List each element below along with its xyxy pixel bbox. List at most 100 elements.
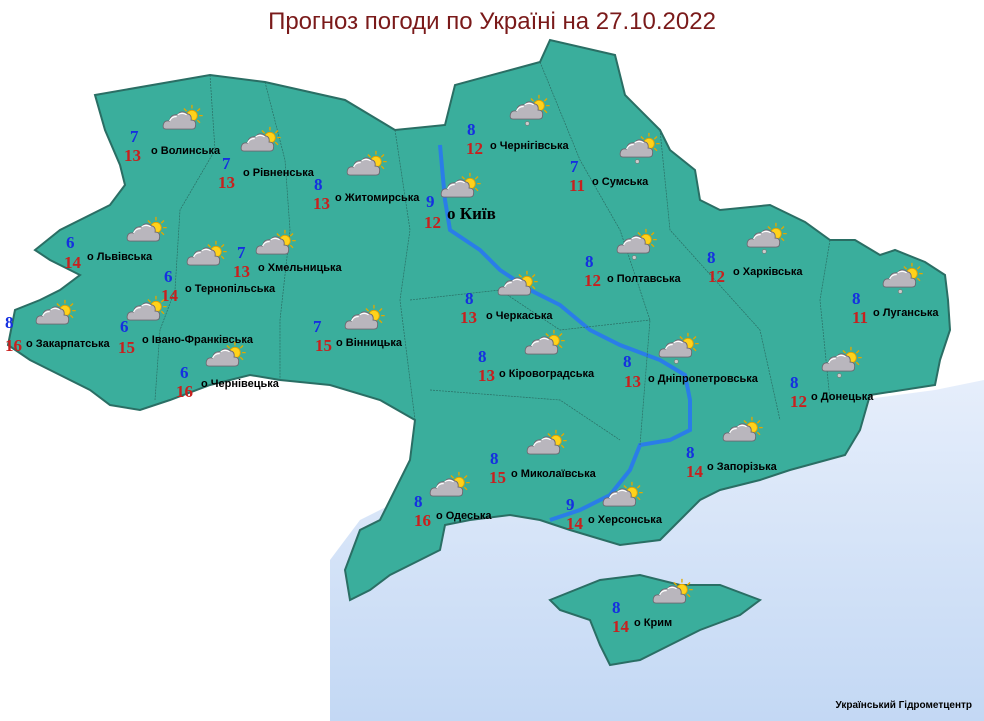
max-temperature: 16 <box>176 382 193 401</box>
region-label: о Тернопільська <box>185 283 276 295</box>
max-temperature: 12 <box>584 271 601 290</box>
region-label: о Київ <box>447 204 496 223</box>
cloud-sun-icon <box>240 126 282 152</box>
max-temperature: 14 <box>566 514 583 533</box>
min-temperature: 8 <box>465 289 474 308</box>
min-temperature: 7 <box>570 157 579 176</box>
region-label: о Волинська <box>151 145 221 157</box>
cloud-sun-icon <box>497 270 539 296</box>
region-label: о Миколаївська <box>511 468 596 480</box>
dnipro-river <box>438 144 692 522</box>
region-label: о Рівненська <box>243 167 314 179</box>
region-label: о Житомирська <box>335 192 420 204</box>
min-temperature: 8 <box>852 289 861 308</box>
max-temperature: 13 <box>460 308 477 327</box>
cloud-sun-icon <box>344 304 386 330</box>
cloud-sun-rain-icon <box>619 132 661 164</box>
max-temperature: 11 <box>852 308 869 327</box>
region-label: о Дніпропетровська <box>648 373 758 385</box>
region-label: о Полтавська <box>607 273 681 285</box>
min-temperature: 8 <box>467 120 476 139</box>
cloud-sun-icon <box>429 471 471 497</box>
region-label: о Вінницька <box>336 337 402 349</box>
cloud-sun-rain-icon <box>746 222 788 254</box>
sea <box>330 380 984 721</box>
min-temperature: 7 <box>313 317 322 336</box>
min-temperature: 9 <box>566 495 575 514</box>
cloud-sun-rain-icon <box>658 332 700 364</box>
min-temperature: 7 <box>130 127 139 146</box>
max-temperature: 12 <box>708 267 725 286</box>
max-temperature: 15 <box>489 468 506 487</box>
map-title: Прогноз погоди по Україні на 27.10.2022 <box>268 8 716 35</box>
max-temperature: 14 <box>612 617 629 636</box>
cloud-sun-icon <box>162 104 204 130</box>
min-temperature: 8 <box>686 443 695 462</box>
cloud-sun-icon <box>346 150 388 176</box>
min-temperature: 8 <box>623 352 632 371</box>
region-label: о Луганська <box>873 307 939 319</box>
min-temperature: 8 <box>414 492 423 511</box>
cloud-sun-rain-icon <box>616 228 658 260</box>
cloud-sun-icon <box>126 295 168 321</box>
cloud-sun-icon <box>722 416 764 442</box>
cloud-sun-rain-icon <box>509 94 551 126</box>
max-temperature: 12 <box>424 213 441 232</box>
min-temperature: 9 <box>426 192 435 211</box>
max-temperature: 16 <box>5 336 22 355</box>
min-temperature: 8 <box>707 248 716 267</box>
region-label: о Херсонська <box>588 514 662 526</box>
region-label: о Донецька <box>811 391 874 403</box>
max-temperature: 13 <box>313 194 330 213</box>
cloud-sun-icon <box>126 216 168 242</box>
source-credit: Український Гідрометцентр <box>835 700 972 711</box>
cloud-sun-icon <box>524 329 566 355</box>
cloud-sun-icon <box>652 578 694 604</box>
max-temperature: 14 <box>161 286 178 305</box>
region-label: о Кіровоградська <box>499 368 595 380</box>
region-label: о Одеська <box>436 510 492 522</box>
min-temperature: 8 <box>585 252 594 271</box>
max-temperature: 16 <box>414 511 431 530</box>
max-temperature: 13 <box>478 366 495 385</box>
cloud-sun-icon <box>602 481 644 507</box>
min-temperature: 6 <box>180 363 189 382</box>
region-label: о Крим <box>634 617 673 629</box>
region-label: о Запорізька <box>707 461 777 473</box>
max-temperature: 12 <box>466 139 483 158</box>
max-temperature: 12 <box>790 392 807 411</box>
max-temperature: 13 <box>124 146 141 165</box>
region-label: о Хмельницька <box>258 262 342 274</box>
cloud-sun-rain-icon <box>882 262 924 294</box>
region-label: о Черкаська <box>486 310 553 322</box>
region-label: о Закарпатська <box>26 338 110 350</box>
cloud-sun-icon <box>186 240 228 266</box>
max-temperature: 11 <box>569 176 586 195</box>
region-label: о Львівська <box>87 251 153 263</box>
min-temperature: 7 <box>237 243 246 262</box>
cloud-sun-icon <box>440 172 482 198</box>
region-label: о Сумська <box>592 176 649 188</box>
max-temperature: 14 <box>686 462 703 481</box>
max-temperature: 15 <box>315 336 332 355</box>
cloud-sun-icon <box>35 299 77 325</box>
max-temperature: 14 <box>64 253 81 272</box>
region-label: о Чернігівська <box>490 140 569 152</box>
crimea <box>548 573 763 667</box>
min-temperature: 8 <box>478 347 487 366</box>
min-temperature: 7 <box>222 154 231 173</box>
min-temperature: 6 <box>120 317 129 336</box>
min-temperature: 8 <box>790 373 799 392</box>
region-label: о Івано-Франківська <box>142 334 254 346</box>
cloud-sun-icon <box>526 429 568 455</box>
max-temperature: 13 <box>624 372 641 391</box>
cloud-sun-rain-icon <box>821 346 863 378</box>
min-temperature: 8 <box>5 313 14 332</box>
min-temperature: 8 <box>314 175 323 194</box>
region-label: о Чернівецька <box>201 378 279 390</box>
min-temperature: 6 <box>66 233 75 252</box>
min-temperature: 6 <box>164 267 173 286</box>
max-temperature: 13 <box>218 173 235 192</box>
